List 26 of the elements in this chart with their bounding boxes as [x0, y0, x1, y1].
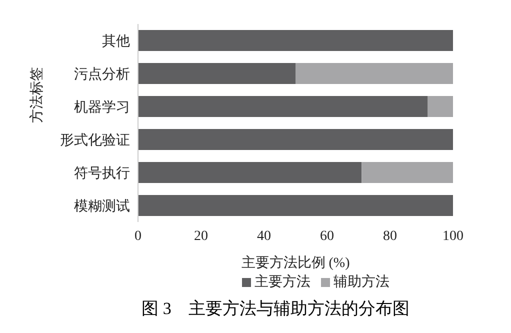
bar — [138, 194, 453, 216]
x-tick-label: 0 — [134, 228, 142, 244]
x-tick-label: 100 — [442, 228, 464, 244]
legend-label: 主要方法 — [254, 275, 310, 290]
y-tick-label: 其他 — [102, 33, 130, 50]
bar — [428, 96, 453, 117]
bar — [138, 96, 428, 117]
x-tick-label: 60 — [320, 228, 334, 244]
bar — [138, 30, 453, 51]
y-tick-label: 形式化验证 — [60, 132, 130, 148]
text: 图 3 主要方法与辅助方法的分布图 — [140, 298, 410, 320]
bar — [138, 128, 453, 150]
x-tick-label: 40 — [257, 228, 271, 244]
x-tick-label: 20 — [194, 228, 208, 244]
y-axis-title: 方法标签 — [28, 67, 45, 123]
y-tick-label: 模糊测试 — [74, 198, 130, 214]
bar — [138, 162, 362, 183]
bar — [138, 62, 296, 84]
y-tick-label: 机器学习 — [74, 99, 130, 116]
y-tick-label: 符号执行 — [74, 165, 130, 182]
bar — [362, 162, 453, 183]
y-tick-label: 污点分析 — [74, 66, 130, 82]
legend-label: 辅助方法 — [334, 275, 390, 290]
x-axis-title: 主要方法比例 (%) — [241, 255, 350, 271]
bar — [296, 62, 453, 84]
x-tick-label: 80 — [383, 228, 397, 244]
